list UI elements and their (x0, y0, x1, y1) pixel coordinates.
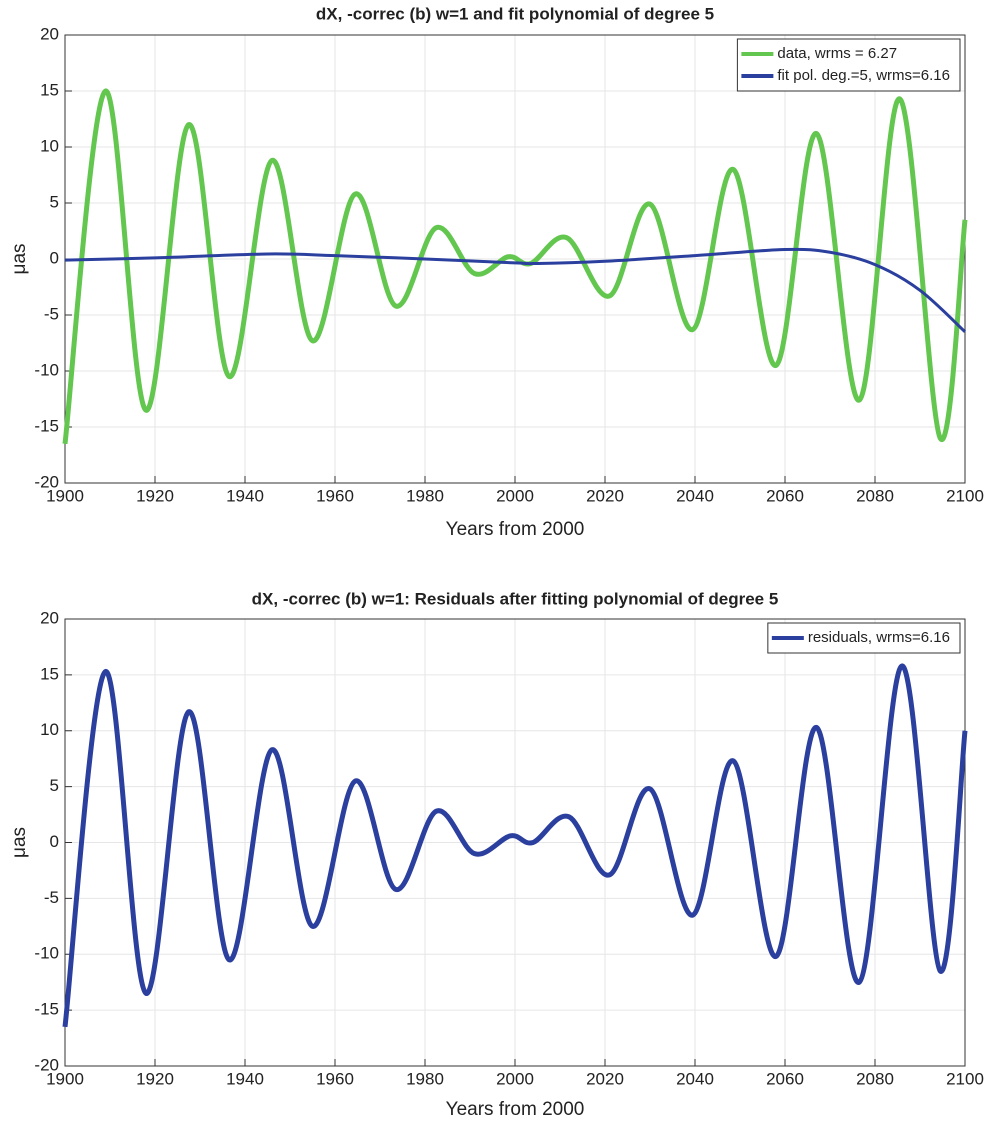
legend-label: fit pol. deg.=5, wrms=6.16 (777, 67, 950, 84)
y-tick-label: 20 (40, 608, 59, 627)
y-tick-label: -5 (44, 304, 59, 323)
legend: residuals, wrms=6.16 (767, 622, 961, 654)
y-axis-label: μas (9, 243, 30, 274)
panel: 1900 1920 1940 1960 1980 2000 2020 2040 2060 2080… (9, 589, 984, 1120)
legend: data, wrms = 6.27 fit pol. deg.=5, wrms=6… (736, 38, 961, 92)
axes-frame (64, 618, 966, 1067)
x-tick-label: 2020 (586, 486, 624, 505)
panel: 1900 1920 1940 1960 1980 2000 2020 2040 2060 2080… (9, 4, 984, 540)
x-tick-label: 2000 (496, 1069, 534, 1088)
y-tick-label: -15 (34, 1000, 59, 1019)
y-tick-label: -20 (34, 1055, 59, 1074)
y-axis-label: μas (9, 827, 30, 858)
y-tick-label: 0 (50, 832, 59, 851)
chart-title: dX, -correc (b) w=1: Residuals after fit… (252, 589, 779, 608)
legend-box (767, 622, 961, 654)
y-tick-label: 5 (50, 192, 59, 211)
x-axis-label: Years from 2000 (446, 519, 585, 540)
y-tick-label: -15 (34, 416, 59, 435)
x-tick-label: 1960 (316, 1069, 354, 1088)
legend-label: data, wrms = 6.27 (777, 45, 897, 62)
y-tick-label: 5 (50, 776, 59, 795)
data-line (64, 247, 967, 333)
y-tick-label: 15 (40, 664, 59, 683)
x-tick-label: 2060 (766, 486, 804, 505)
x-tick-label: 1900 (46, 486, 84, 505)
x-tick-label: 1980 (406, 1069, 444, 1088)
data-line (62, 663, 968, 1028)
x-tick-label: 2000 (496, 486, 534, 505)
x-tick-label: 1960 (316, 486, 354, 505)
y-tick-label: 0 (50, 248, 59, 267)
y-tick-label: -5 (44, 888, 59, 907)
x-tick-label: 2040 (676, 1069, 714, 1088)
y-tick-label: -10 (34, 360, 59, 379)
x-axis-label: Years from 2000 (446, 1099, 585, 1120)
legend-box (736, 38, 961, 92)
x-tick-label: 1980 (406, 486, 444, 505)
x-tick-label: 2080 (856, 1069, 894, 1088)
y-tick-label: -10 (34, 944, 59, 963)
x-tick-label: 1940 (226, 486, 264, 505)
x-tick-label: 1920 (136, 486, 174, 505)
chart-title: dX, -correc (b) w=1 and fit polynomial o… (316, 4, 714, 23)
y-tick-label: 15 (40, 80, 59, 99)
y-tick-label: 10 (40, 720, 59, 739)
legend-label: residuals, wrms=6.16 (808, 629, 950, 646)
y-tick-label: -20 (34, 472, 59, 491)
x-tick-label: 2040 (676, 486, 714, 505)
x-tick-label: 2100 (946, 1069, 984, 1088)
x-tick-label: 2080 (856, 486, 894, 505)
y-tick-label: 10 (40, 136, 59, 155)
x-tick-label: 2100 (946, 486, 984, 505)
x-tick-label: 2060 (766, 1069, 804, 1088)
x-tick-label: 1940 (226, 1069, 264, 1088)
y-tick-label: 20 (40, 24, 59, 43)
x-tick-label: 2020 (586, 1069, 624, 1088)
x-tick-label: 1900 (46, 1069, 84, 1088)
x-tick-label: 1920 (136, 1069, 174, 1088)
